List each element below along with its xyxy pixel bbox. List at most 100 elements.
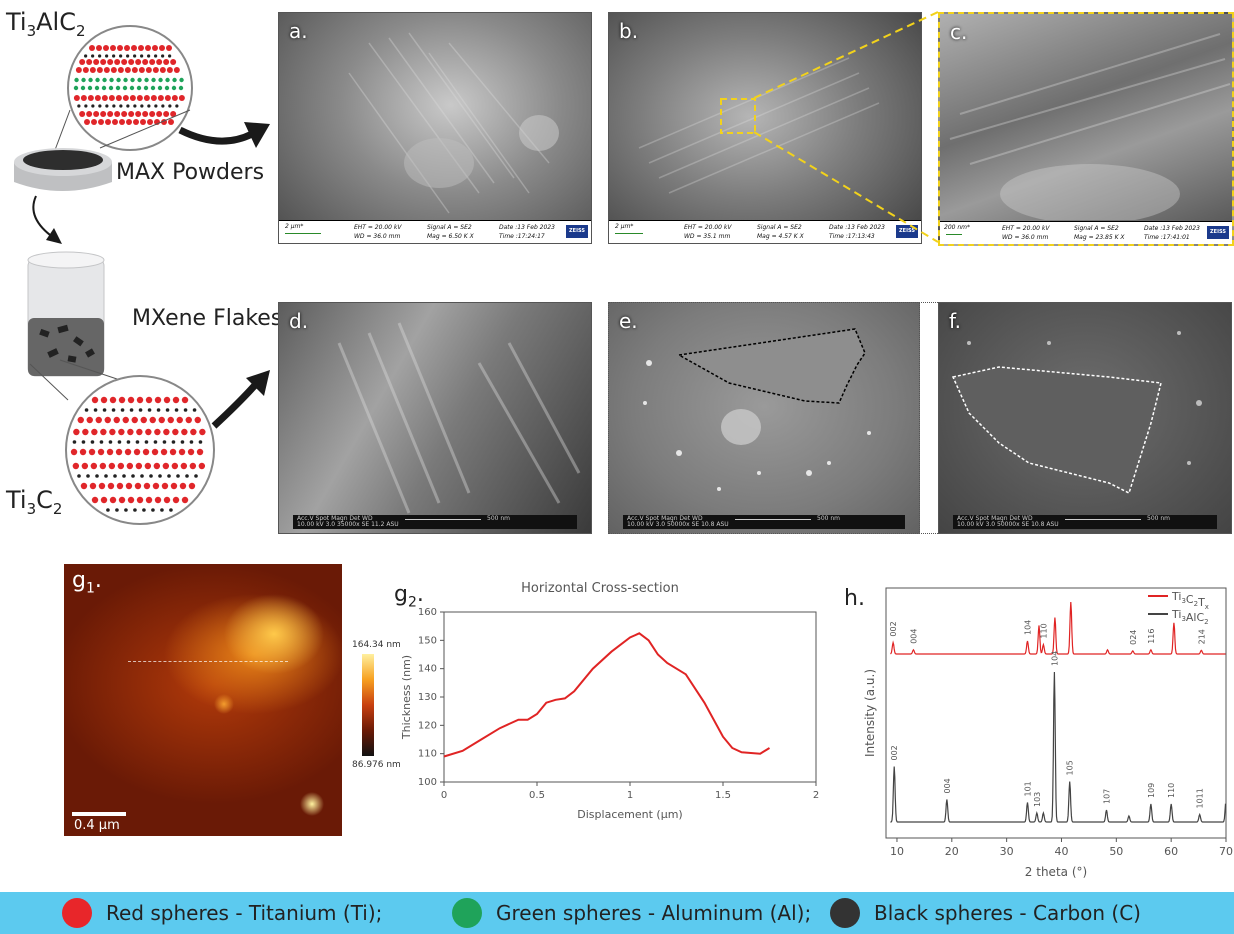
atom-dot [122, 416, 129, 424]
atom-dot [86, 416, 93, 424]
cross-section-line [128, 661, 288, 662]
atom-dot [166, 67, 173, 73]
atom-dot [100, 428, 107, 436]
mxene-flakes-label: MXene Flakes [132, 306, 283, 331]
atom-dot [185, 416, 192, 424]
atom-dot [178, 85, 184, 91]
info-line-1: Acc.V Spot Magn Det WD [297, 515, 373, 522]
sem-texture-c [949, 33, 1231, 220]
scale-bar [285, 233, 321, 234]
atom-dot [112, 54, 116, 58]
atom-dot [88, 77, 93, 83]
atom-dot [124, 508, 128, 512]
atom-dot [77, 474, 81, 478]
zoom-lines [753, 11, 939, 243]
sem-texture-f [951, 331, 1202, 495]
atom-dot [144, 440, 149, 444]
atom-dot [168, 119, 175, 125]
sem-texture-a [348, 32, 559, 214]
atom-dot [135, 462, 143, 470]
legend-entry: Ti3AlC2 [1171, 608, 1209, 626]
atom-dot [198, 462, 206, 470]
atom-dot [126, 104, 130, 108]
atom-dot [152, 482, 160, 490]
panel-letter-c: c. [950, 20, 968, 44]
atom-dot [91, 104, 95, 108]
peak-label: 002 [890, 745, 899, 760]
panel-letter-e: e. [619, 309, 638, 333]
panel-letter-f: f. [949, 309, 961, 333]
atom-dot [117, 45, 123, 51]
atom-dot [143, 95, 150, 101]
atom-dot [79, 59, 86, 65]
info-line-2: 10.00 kV 3.0 35000x SE 11.2 ASU [297, 521, 399, 528]
atom-dot [185, 474, 189, 478]
time-value: Time :17:24:17 [499, 233, 545, 240]
atom-dot [79, 448, 87, 456]
y-tick-label: 130 [418, 692, 437, 703]
atom-dot [89, 45, 95, 51]
atom-dot [126, 119, 133, 125]
chart-title: Horizontal Cross-section [521, 581, 679, 596]
afm-image: g1. 0.4 µm [64, 564, 342, 836]
x-tick-label: 70 [1219, 845, 1233, 858]
atom-dot [145, 45, 151, 51]
atom-dot [131, 416, 138, 424]
atom-dot [149, 59, 156, 65]
panel-letter-g2: g2. [394, 582, 424, 611]
atom-dot [180, 440, 185, 444]
sem-panel-f: f. Acc.V Spot Magn Det WD 10.00 kV 3.0 5… [938, 302, 1232, 534]
atom-dot [144, 77, 149, 83]
atom-dot [172, 77, 177, 83]
scale-label: 2 µm* [285, 223, 304, 230]
atom-dot [77, 104, 81, 108]
atom-dot [81, 440, 86, 444]
atom-dot [133, 54, 137, 58]
wd-value: WD = 36.0 mm [354, 233, 401, 240]
atom-dot [104, 416, 111, 424]
atom-dot [129, 85, 135, 91]
atom-dot [138, 67, 145, 73]
atom-dot [108, 440, 113, 444]
atom-dot [95, 416, 102, 424]
x-tick-label: 50 [1109, 845, 1123, 858]
atom-dot [107, 482, 115, 490]
atom-dot [124, 45, 130, 51]
atom-dot [126, 440, 131, 444]
info-line-1: Acc.V Spot Magn Det WD [957, 515, 1033, 522]
atom-dot [156, 59, 163, 65]
atom-dot [156, 111, 163, 117]
date-value: Date :13 Feb 2023 [1144, 225, 1200, 232]
atom-dot [118, 428, 125, 436]
atom-dot [98, 119, 105, 125]
atom-dot [127, 496, 135, 504]
black-sphere-icon [830, 898, 860, 928]
atom-dot [98, 104, 102, 108]
scale-label: 200 nm* [944, 224, 971, 231]
atom-dot [142, 448, 150, 456]
atom-dot [117, 462, 125, 470]
atom-dot [114, 111, 121, 117]
atom-dot [81, 462, 89, 470]
eht-value: EHT = 20.00 kV [1002, 225, 1050, 232]
atom-dot [129, 408, 134, 412]
atom-dot [80, 95, 87, 101]
atom-dot [173, 67, 180, 73]
peak-label: 116 [1147, 629, 1156, 644]
legend-text: Black spheres - Carbon (C) [874, 901, 1141, 925]
peak-label: 004 [943, 778, 952, 793]
atom-dot [161, 104, 165, 108]
peak-label: 110 [1039, 623, 1048, 638]
atom-dot [124, 448, 132, 456]
x-tick-label: 0.5 [529, 790, 545, 801]
mag-value: Mag = 23.85 K X [1074, 234, 1125, 241]
sem-infobar-f: Acc.V Spot Magn Det WD 10.00 kV 3.0 5000… [953, 515, 1217, 529]
atom-dot [110, 67, 117, 73]
atom-dot [199, 428, 206, 436]
y-tick-label: 150 [418, 635, 437, 646]
peak-label: 002 [889, 621, 898, 636]
atom-dot [94, 95, 101, 101]
atom-dot [91, 119, 98, 125]
atom-dot [90, 462, 98, 470]
atom-dot [127, 428, 134, 436]
